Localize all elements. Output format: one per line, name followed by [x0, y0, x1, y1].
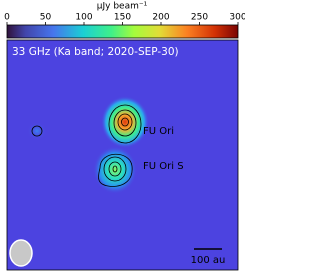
figure: μJy beam⁻¹ 0 50 100 150 200 250 300 33 GHz (Ka…	[4, 2, 245, 271]
noise-emission	[27, 122, 47, 140]
colorbar	[6, 24, 239, 39]
tick-label: 150	[114, 13, 131, 23]
tick-label: 0	[4, 13, 10, 23]
colorbar-label: μJy beam⁻¹	[97, 2, 148, 12]
source-emission	[101, 96, 149, 148]
source-label: FU Ori S	[143, 161, 184, 172]
tick-label: 300	[229, 13, 245, 23]
scalebar-label: 100 au	[191, 255, 226, 266]
source-label: FU Ori	[143, 126, 174, 137]
tick-label: 250	[191, 13, 208, 23]
beam	[9, 239, 33, 267]
contours	[31, 104, 142, 187]
tick-label: 100	[75, 13, 92, 23]
tick-label: 50	[40, 13, 52, 23]
tick-label: 200	[152, 13, 169, 23]
panel-title: 33 GHz (Ka band; 2020-SEP-30)	[12, 46, 179, 58]
